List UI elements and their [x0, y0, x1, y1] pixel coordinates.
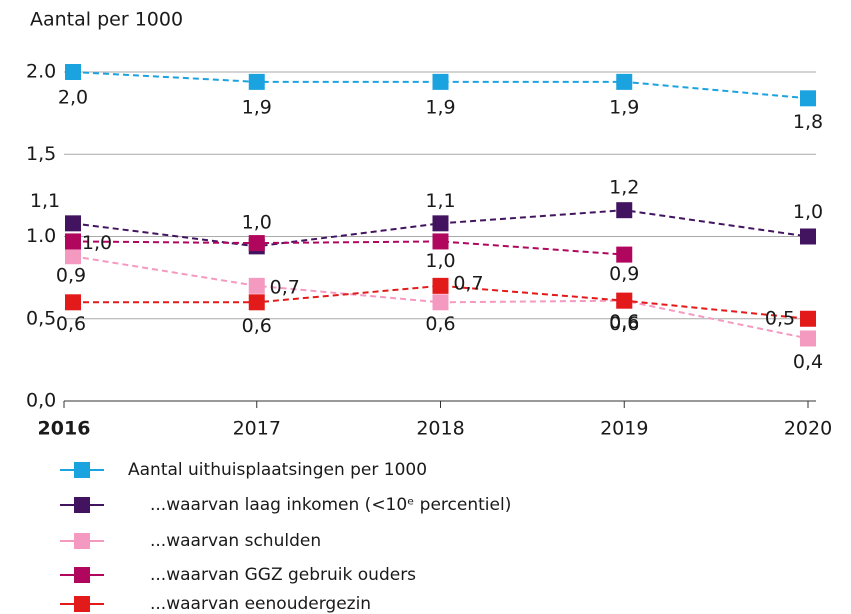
data-label: 1,0	[425, 250, 455, 272]
data-point	[65, 233, 81, 250]
data-label: 1,0	[242, 212, 272, 234]
data-point	[800, 228, 816, 245]
data-label: 0,6	[242, 315, 272, 337]
data-point	[248, 277, 265, 294]
x-tick-label: 2016	[38, 418, 91, 440]
legend-label: ...waarvan eenoudergezin	[150, 594, 371, 614]
data-point	[248, 235, 265, 252]
x-tick-label: 2019	[600, 418, 648, 440]
data-label: 0,5	[765, 307, 795, 329]
data-point	[432, 233, 449, 250]
legend-label: Aantal uithuisplaatsingen per 1000	[128, 460, 427, 480]
data-point	[65, 248, 81, 265]
data-label: 0,7	[453, 272, 483, 294]
data-label: 1,9	[242, 96, 272, 118]
data-point	[616, 73, 633, 90]
data-label: 0,6	[609, 313, 639, 335]
data-label: 1,0	[793, 201, 823, 223]
y-tick-label: 2.0	[26, 61, 56, 83]
legend-marker	[74, 462, 90, 478]
data-point	[616, 202, 633, 219]
legend-marker	[74, 497, 90, 513]
data-label: 0,4	[793, 351, 823, 373]
data-point	[432, 215, 449, 232]
y-tick-label: 0,0	[26, 390, 56, 412]
data-label: 1,1	[425, 190, 455, 212]
x-tick-label: 2017	[233, 418, 281, 440]
legend-label: ...waarvan schulden	[150, 531, 321, 551]
data-point	[432, 73, 449, 90]
data-point	[432, 294, 449, 311]
data-label: 0,9	[56, 265, 86, 287]
y-tick-label: 0,5	[26, 307, 56, 329]
legend-marker	[74, 596, 90, 612]
data-point	[432, 277, 449, 294]
data-label: 1,9	[609, 96, 639, 118]
y-axis-label: Aantal per 1000	[30, 9, 183, 31]
legend-marker	[74, 533, 90, 549]
data-point	[248, 294, 265, 311]
data-point	[800, 330, 816, 347]
data-label: 1,9	[425, 96, 455, 118]
legend-label: ...waarvan laag inkomen (<10ᵉ percentiel…	[150, 495, 511, 515]
data-label: 1,8	[793, 111, 823, 133]
data-label: 2,0	[58, 87, 88, 109]
data-label: 0,6	[56, 313, 86, 335]
data-label: 1,2	[609, 177, 639, 199]
data-point	[616, 246, 633, 263]
data-point	[65, 215, 81, 232]
data-point	[248, 73, 265, 90]
data-label: 1,1	[30, 190, 60, 212]
series-line	[73, 284, 809, 320]
legend-marker	[74, 567, 90, 583]
x-tick-label: 2020	[784, 418, 832, 440]
legend-label: ...waarvan GGZ gebruik ouders	[150, 565, 416, 585]
data-point	[65, 64, 81, 80]
data-point	[800, 90, 816, 107]
series-line	[72, 71, 809, 100]
data-label: 1,0	[82, 232, 112, 254]
x-tick-label: 2018	[416, 418, 464, 440]
data-label: 0,9	[609, 263, 639, 285]
data-label: 0,7	[270, 276, 300, 298]
data-point	[616, 292, 633, 309]
data-label: 0,6	[425, 313, 455, 335]
data-point	[65, 294, 81, 311]
data-label: 0,6	[609, 311, 639, 333]
data-point	[800, 310, 816, 327]
y-tick-label: 1,5	[26, 143, 56, 165]
y-tick-label: 1.0	[26, 225, 56, 247]
series-line	[72, 240, 625, 256]
